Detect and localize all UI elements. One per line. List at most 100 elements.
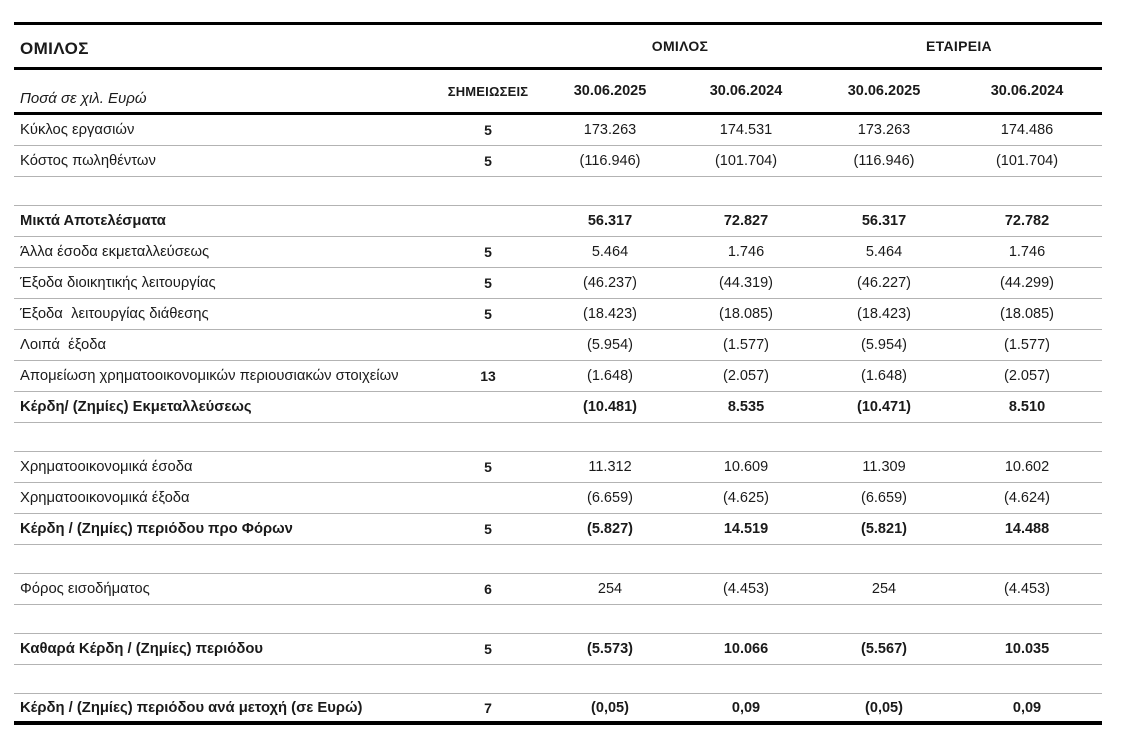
table-row: Καθαρά Κέρδη / (Ζημίες) περιόδου 5 (5.57…: [14, 634, 1102, 665]
row-value-company-2025: 5.464: [865, 244, 903, 260]
row-label: Άλλα έσοδα εκμεταλλεύσεως: [20, 244, 210, 260]
row-label: Έξοδα διοικητικής λειτουργίας: [20, 275, 216, 291]
row-note: 5: [484, 275, 492, 291]
table-row: Κέρδη / (Ζημίες) περιόδου ανά μετοχή (σε…: [14, 694, 1102, 725]
row-value-company-2025: (6.659): [861, 490, 907, 506]
row-value-company-2024: (44.299): [999, 275, 1054, 291]
row-value-company-2025: 254: [871, 581, 897, 597]
row-value-company-2025: (116.946): [853, 153, 915, 169]
row-value-group-2024: (44.319): [718, 275, 773, 291]
row-value-group-2024: 8.535: [727, 399, 765, 415]
row-label: Κόστος πωληθέντων: [20, 153, 156, 169]
row-value-company-2025: (5.567): [861, 641, 907, 657]
table-row: Φόρος εισοδήματος 6 254 (4.453) 254 (4.4…: [14, 574, 1102, 605]
spacer-row: [14, 423, 1102, 452]
table-row: Λοιπά έξοδα (5.954) (1.577) (5.954) (1.5…: [14, 330, 1102, 361]
row-value-group-2024: 10.609: [723, 459, 769, 475]
row-note: 7: [484, 699, 492, 716]
row-value-company-2024: 14.488: [1004, 521, 1050, 537]
income-statement-table: ΟΜΙΛΟΣ ΟΜΙΛΟΣ ΕΤΑΙΡΕΙΑ Ποσά σε χιλ. Ευρώ…: [14, 22, 1102, 725]
row-value-company-2025: 11.309: [862, 459, 906, 475]
row-value-company-2025: (10.471): [856, 399, 911, 415]
row-value-group-2024: 0,09: [731, 699, 761, 716]
row-value-company-2025: (18.423): [856, 306, 911, 322]
row-value-group-2024: (4.453): [723, 581, 769, 597]
title-band: ΟΜΙΛΟΣ ΟΜΙΛΟΣ ΕΤΑΙΡΕΙΑ: [14, 22, 1102, 70]
row-value-group-2025: (5.827): [587, 521, 633, 537]
units-label: Ποσά σε χιλ. Ευρώ: [20, 90, 147, 107]
group-header-omilos: ΟΜΙΛΟΣ: [651, 38, 709, 54]
row-label: Χρηματοοικονομικά έξοδα: [20, 490, 190, 506]
row-value-group-2024: (4.625): [723, 490, 769, 506]
table-row: Μικτά Αποτελέσματα 56.317 72.827 56.317 …: [14, 206, 1102, 237]
row-value-group-2025: (1.648): [587, 368, 633, 384]
row-label: Μικτά Αποτελέσματα: [20, 213, 166, 229]
spacer-row: [14, 665, 1102, 694]
row-value-group-2024: (2.057): [723, 368, 769, 384]
row-note: 5: [484, 153, 492, 169]
table-row: Απομείωση χρηματοοικονομικών περιουσιακώ…: [14, 361, 1102, 392]
row-value-company-2025: (5.954): [861, 337, 907, 353]
date-header-group-2025: 30.06.2025: [573, 83, 647, 99]
row-value-group-2024: 1.746: [727, 244, 765, 260]
row-value-company-2024: (18.085): [999, 306, 1054, 322]
row-note: 5: [484, 459, 492, 475]
row-value-group-2025: (6.659): [587, 490, 633, 506]
row-value-company-2024: (4.624): [1004, 490, 1050, 506]
row-value-group-2025: (5.573): [587, 641, 633, 657]
row-label: Κύκλος εργασιών: [20, 122, 135, 138]
date-header-company-2024: 30.06.2024: [990, 83, 1064, 99]
row-value-group-2024: 72.827: [723, 213, 769, 229]
row-value-group-2024: 14.519: [723, 521, 769, 537]
row-value-group-2025: 5.464: [591, 244, 629, 260]
row-value-company-2024: (4.453): [1004, 581, 1050, 597]
row-value-company-2024: 8.510: [1008, 399, 1046, 415]
date-header-company-2025: 30.06.2025: [847, 83, 921, 99]
spacer-row: [14, 545, 1102, 574]
table-row: Έξοδα λειτουργίας διάθεσης 5 (18.423) (1…: [14, 299, 1102, 330]
row-note: 6: [484, 581, 492, 597]
row-value-group-2025: 11.312: [588, 459, 632, 475]
row-value-group-2025: 173.263: [583, 122, 637, 138]
spacer-row: [14, 177, 1102, 206]
row-value-group-2024: 174.531: [719, 122, 773, 138]
row-value-company-2024: 10.602: [1004, 459, 1050, 475]
date-header-group-2024: 30.06.2024: [709, 83, 783, 99]
table-body: Κύκλος εργασιών 5 173.263 174.531 173.26…: [14, 115, 1102, 725]
row-value-group-2025: 56.317: [587, 213, 633, 229]
table-row: Κέρδη/ (Ζημίες) Εκμεταλλεύσεως (10.481) …: [14, 392, 1102, 423]
row-label: Καθαρά Κέρδη / (Ζημίες) περιόδου: [20, 641, 263, 657]
table-row: Κύκλος εργασιών 5 173.263 174.531 173.26…: [14, 115, 1102, 146]
row-note: 13: [480, 368, 496, 384]
row-note: 5: [484, 521, 492, 537]
table-row: Χρηματοοικονομικά έσοδα 5 11.312 10.609 …: [14, 452, 1102, 483]
row-value-company-2025: 173.263: [857, 122, 911, 138]
row-label: Κέρδη / (Ζημίες) περιόδου προ Φόρων: [20, 521, 293, 537]
column-header-band: Ποσά σε χιλ. Ευρώ ΣΗΜΕΙΩΣΕΙΣ 30.06.2025 …: [14, 70, 1102, 115]
row-value-company-2024: 0,09: [1012, 699, 1042, 716]
table-row: Κέρδη / (Ζημίες) περιόδου προ Φόρων 5 (5…: [14, 514, 1102, 545]
row-label: Κέρδη / (Ζημίες) περιόδου ανά μετοχή (σε…: [20, 699, 363, 716]
row-note: 5: [484, 244, 492, 260]
row-value-company-2025: (46.227): [856, 275, 911, 291]
table-row: Έξοδα διοικητικής λειτουργίας 5 (46.237)…: [14, 268, 1102, 299]
notes-column-header: ΣΗΜΕΙΩΣΕΙΣ: [447, 83, 529, 99]
spacer-row: [14, 605, 1102, 634]
row-value-group-2024: (101.704): [714, 153, 778, 169]
row-value-company-2025: (1.648): [861, 368, 907, 384]
row-value-company-2025: 56.317: [861, 213, 907, 229]
row-value-company-2024: (2.057): [1004, 368, 1050, 384]
row-note: 5: [484, 306, 492, 322]
group-header-etaireia: ΕΤΑΙΡΕΙΑ: [926, 38, 992, 54]
row-value-group-2025: (46.237): [582, 275, 637, 291]
row-note: 5: [484, 641, 492, 657]
row-value-company-2024: 72.782: [1004, 213, 1050, 229]
row-value-company-2024: 174.486: [1000, 122, 1054, 138]
table-row: Χρηματοοικονομικά έξοδα (6.659) (4.625) …: [14, 483, 1102, 514]
row-value-group-2025: 254: [597, 581, 623, 597]
row-label: Κέρδη/ (Ζημίες) Εκμεταλλεύσεως: [20, 399, 252, 415]
row-label: Φόρος εισοδήματος: [20, 581, 150, 597]
table-row: Κόστος πωληθέντων 5 (116.946) (101.704) …: [14, 146, 1102, 177]
row-label: Έξοδα λειτουργίας διάθεσης: [20, 306, 209, 322]
row-label: Λοιπά έξοδα: [20, 337, 107, 353]
